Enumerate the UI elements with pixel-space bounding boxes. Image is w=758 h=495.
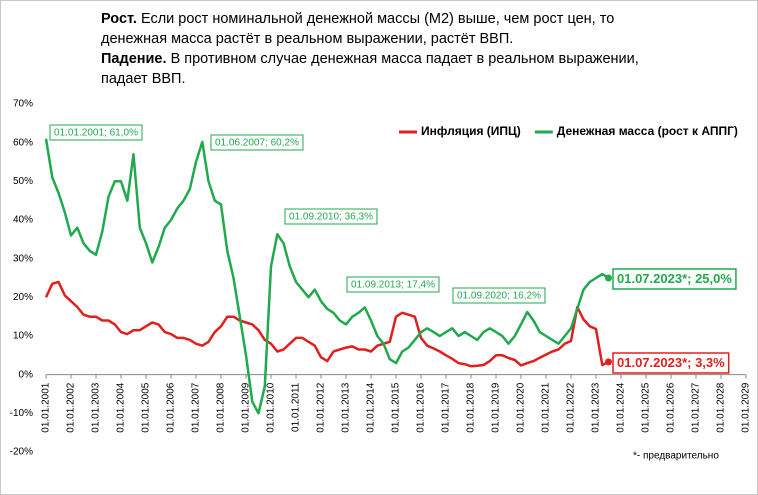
annotation-text: 01.07.2023*; 3,3%	[617, 355, 725, 370]
x-tick-label: 01.01.2012	[316, 382, 327, 432]
header: Рост. Если рост номинальной денежной мас…	[101, 9, 681, 89]
x-tick-label: 01.01.2002	[66, 382, 77, 432]
annotation-text: 01.09.2013; 17,4%	[351, 280, 435, 291]
y-tick-label: 30%	[13, 253, 33, 264]
x-tick-label: 01.01.2016	[416, 382, 427, 432]
legend-label: Инфляция (ИПЦ)	[421, 124, 521, 138]
y-tick-label: -20%	[10, 447, 33, 458]
x-tick-label: 01.01.2008	[216, 382, 227, 432]
x-tick-label: 01.01.2014	[366, 382, 377, 432]
annotation-box	[612, 352, 730, 374]
annotation-box	[49, 124, 143, 141]
annotation-box	[346, 276, 440, 293]
x-tick-label: 01.01.2029	[741, 382, 752, 432]
y-tick-label: 50%	[13, 176, 33, 187]
x-tick-label: 01.01.2017	[441, 382, 452, 432]
x-tick-label: 01.01.2004	[116, 382, 127, 432]
x-tick-label: 01.01.2025	[641, 382, 652, 432]
x-tick-label: 01.01.2011	[291, 382, 302, 432]
annotation: 01.07.2023*; 25,0%	[612, 268, 737, 290]
lead: Рост.	[101, 11, 137, 27]
annotation: 01.09.2020; 16,2%	[452, 287, 546, 304]
text: В противном случае денежная масса падает…	[101, 51, 639, 87]
x-tick-label: 01.01.2013	[341, 382, 352, 432]
annotation-text: 01.06.2007; 60,2%	[215, 138, 299, 149]
x-tick-label: 01.01.2022	[566, 382, 577, 432]
lead: Падение.	[101, 51, 167, 67]
x-tick-label: 01.01.2005	[141, 382, 152, 432]
x-tick-label: 01.01.2024	[616, 382, 627, 432]
series-line	[44, 280, 610, 368]
footnote: *- предварительно	[633, 451, 719, 462]
x-tick-label: 01.01.2026	[666, 382, 677, 432]
x-tick-label: 01.01.2001	[41, 382, 52, 432]
series-line	[44, 138, 610, 415]
annotation-box	[210, 134, 304, 151]
x-tick-label: 01.01.2023	[591, 382, 602, 432]
annotation: 01.07.2023*; 3,3%	[612, 352, 730, 374]
y-tick-label: 0%	[19, 369, 34, 380]
x-tick-label: 01.01.2020	[516, 382, 527, 432]
y-tick-label: -10%	[10, 408, 33, 419]
x-tick-label: 01.01.2028	[716, 382, 727, 432]
annotation-box	[284, 208, 378, 225]
annotation: 01.06.2007; 60,2%	[210, 134, 304, 151]
x-tick-label: 01.01.2019	[491, 382, 502, 432]
annotation-text: 01.07.2023*; 25,0%	[617, 271, 732, 286]
annotation-text: 01.01.2001; 61,0%	[54, 128, 138, 139]
x-tick-label: 01.01.2027	[691, 382, 702, 432]
end-marker	[605, 274, 612, 282]
annotation: 01.09.2010; 36,3%	[284, 208, 378, 225]
y-tick-label: 20%	[13, 292, 33, 303]
annotation-box	[612, 268, 737, 290]
y-tick-label: 70%	[13, 99, 33, 110]
x-tick-label: 01.01.2006	[166, 382, 177, 432]
y-tick-label: 10%	[13, 331, 33, 342]
paragraph: Падение. В противном случае денежная мас…	[101, 49, 681, 89]
annotation-text: 01.09.2020; 16,2%	[457, 291, 541, 302]
annotation: 01.01.2001; 61,0%	[49, 124, 143, 141]
end-marker	[605, 358, 612, 366]
x-tick-label: 01.01.2018	[466, 382, 477, 432]
x-tick-label: 01.01.2010	[266, 382, 277, 432]
x-tick-label: 01.01.2009	[241, 382, 252, 432]
x-tick-label: 01.01.2015	[391, 382, 402, 432]
text: Если рост номинальной денежной массы (М2…	[101, 11, 615, 47]
y-tick-label: 40%	[13, 215, 33, 226]
paragraph: Рост. Если рост номинальной денежной мас…	[101, 9, 681, 49]
x-tick-label: 01.01.2007	[191, 382, 202, 432]
annotation-box	[452, 287, 546, 304]
x-tick-label: 01.01.2021	[541, 382, 552, 432]
x-tick-label: 01.01.2003	[91, 382, 102, 432]
annotation-text: 01.09.2010; 36,3%	[289, 212, 373, 223]
annotation: 01.09.2013; 17,4%	[346, 276, 440, 293]
y-tick-label: 60%	[13, 137, 33, 148]
legend-label: Денежная масса (рост к АППГ)	[557, 124, 738, 138]
